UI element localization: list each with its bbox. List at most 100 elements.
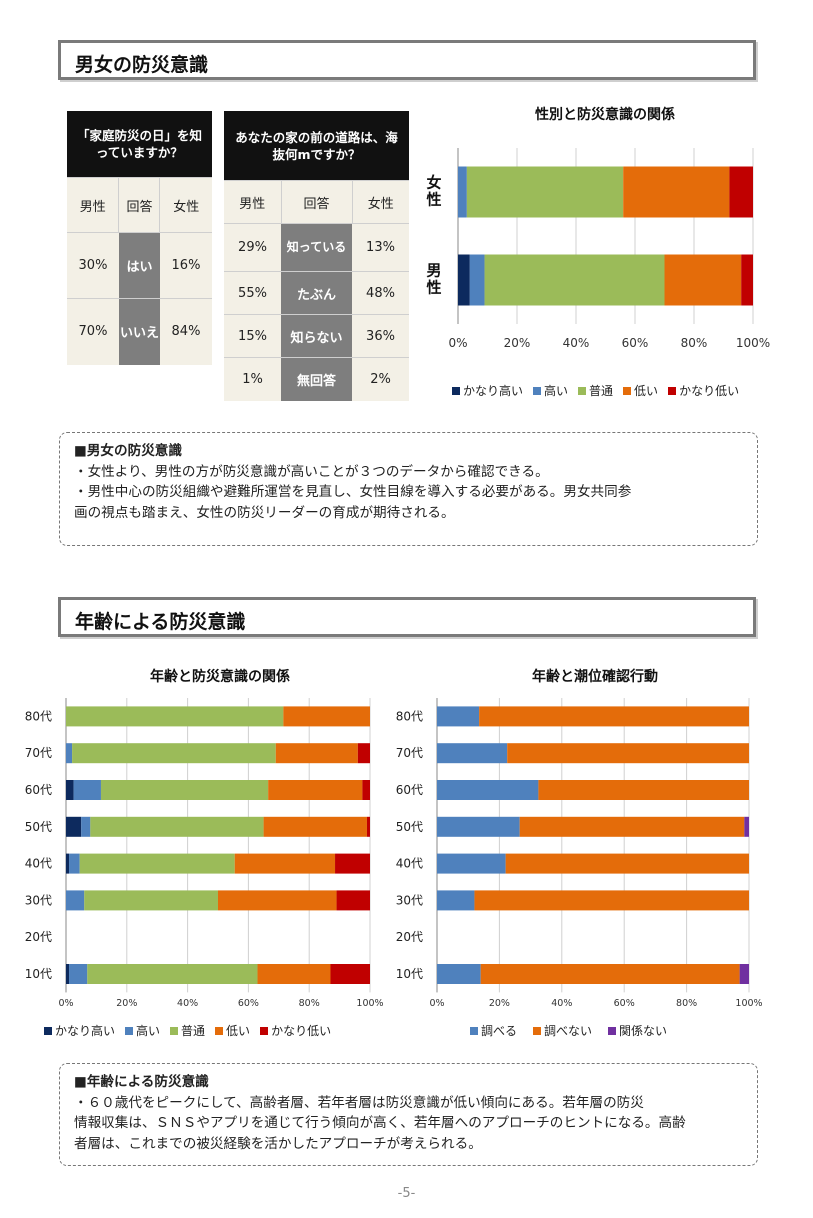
bar-segment — [66, 853, 70, 874]
legend-swatch — [215, 1026, 224, 1035]
bar-segment — [437, 706, 480, 727]
legend-item: 普通 — [578, 382, 613, 399]
col-male: 男性 — [67, 177, 119, 233]
x-tick-label: 20% — [116, 998, 137, 1009]
legend-swatch — [608, 1026, 617, 1035]
bar-segment — [519, 816, 745, 837]
category-label: 女 — [426, 174, 441, 192]
legend-item: 調べる — [470, 1022, 517, 1039]
category-label: 80代 — [25, 709, 52, 723]
bar-segment — [283, 706, 370, 727]
x-tick-label: 80% — [299, 998, 320, 1009]
legend-label: かなり高い — [55, 1024, 116, 1038]
category-label: 性 — [426, 191, 441, 209]
legend-item: かなり低い — [260, 1022, 331, 1039]
x-tick-label: 20% — [489, 998, 510, 1009]
bar-segment — [218, 890, 337, 911]
col-female: 女性 — [159, 177, 212, 233]
legend-item: 関係ない — [608, 1022, 667, 1039]
bar-segment — [90, 816, 264, 837]
bar-segment — [664, 254, 742, 306]
category-label: 30代 — [396, 893, 423, 907]
legend-item: 普通 — [170, 1022, 205, 1039]
category-label: 70代 — [396, 746, 423, 760]
awareness-table-disaster-day: 「家庭防災の日」を知っていますか？ 男性 回答 女性 30% はい 16% 70… — [67, 111, 212, 365]
col-answer: 回答 — [118, 177, 161, 233]
bar-segment — [234, 853, 336, 874]
legend-swatch — [260, 1026, 269, 1035]
table-header: 「家庭防災の日」を知っていますか？ — [67, 111, 212, 178]
bar-segment — [538, 780, 749, 800]
bar-segment — [268, 780, 363, 800]
col-male: 男性 — [224, 180, 281, 224]
female-value: 48% — [352, 271, 409, 315]
male-value: 29% — [224, 223, 281, 272]
category-label: 70代 — [25, 746, 52, 760]
bar-segment — [335, 853, 370, 874]
legend-label: 低い — [634, 384, 659, 398]
bar-segment — [466, 166, 624, 218]
bar-segment — [480, 964, 740, 984]
bar-segment — [362, 780, 370, 800]
bar-segment — [66, 706, 284, 727]
female-value: 13% — [352, 223, 409, 272]
bar-segment — [458, 254, 470, 306]
category-label: 男 — [426, 262, 441, 280]
note-line: 画の視点も踏まえ、女性の防災リーダーの育成が期待される。 — [74, 504, 455, 521]
legend-item: 低い — [215, 1022, 250, 1039]
category-label: 性 — [426, 279, 441, 297]
table-header: あなたの家の前の道路は、海抜何mですか？ — [224, 111, 409, 181]
note-title: ■年齢による防災意識 — [74, 1074, 209, 1090]
bar-segment — [69, 853, 80, 874]
male-value: 15% — [224, 314, 281, 358]
bar-segment — [437, 780, 539, 800]
bar-segment — [87, 964, 258, 984]
age-awareness-chart: 0% 20% 40% 60% 80% 100% 80代 70代 60代 50代 40代 30代 20代 1… — [25, 698, 384, 1009]
legend-swatch — [44, 1026, 52, 1035]
bar-segment — [484, 254, 665, 306]
bar-segment — [729, 166, 753, 218]
bar-segment — [437, 890, 475, 911]
note-box-gender: ■男女の防災意識 ・女性より、男性の方が防災意識が高いことが３つのデータから確認… — [59, 432, 758, 546]
bar-segment — [437, 743, 508, 764]
bar-segment — [66, 890, 85, 911]
bar-segment — [81, 816, 91, 837]
male-value: 55% — [224, 271, 281, 315]
note-line: ・男性中心の防災組織や避難所運営を見直し、女性目線を導入する必要がある。男女共同… — [74, 484, 632, 500]
x-tick-label: 60% — [614, 998, 635, 1009]
legend-swatch — [668, 386, 677, 395]
bar-segment — [458, 166, 467, 218]
female-value: 36% — [352, 314, 409, 358]
bar-segment — [744, 816, 749, 837]
x-tick-label: 40% — [563, 336, 590, 350]
category-label: 50代 — [25, 820, 52, 834]
legend-swatch — [470, 1026, 478, 1035]
legend-label: 高い — [136, 1024, 161, 1038]
legend-label: 高い — [544, 384, 569, 398]
x-tick-label: 40% — [551, 998, 572, 1009]
legend-label: かなり低い — [679, 384, 740, 398]
legend-swatch — [170, 1026, 179, 1035]
bar-segment — [66, 780, 74, 800]
note-line: ・女性より、男性の方が防災意識が高いことが３つのデータから確認できる。 — [74, 463, 549, 480]
section-heading-gender: 男女の防災意識 — [58, 40, 756, 80]
note-box-age: ■年齢による防災意識 ・６０歳代をピークにして、高齢者層、若年者層は防災意識が低… — [59, 1063, 758, 1166]
male-value: 70% — [67, 298, 119, 365]
chart-legend: 調べる 調べない 関係ない — [470, 1022, 667, 1039]
bar-segment — [437, 816, 520, 837]
category-label: 40代 — [25, 857, 52, 871]
bar-segment — [739, 964, 749, 984]
category-label: 10代 — [396, 967, 423, 981]
awareness-table-elevation: あなたの家の前の道路は、海抜何mですか？ 男性 回答 女性 29% 知っている … — [224, 111, 409, 401]
legend-label: 低い — [226, 1024, 251, 1038]
category-label: 20代 — [396, 930, 423, 944]
category-label: 10代 — [25, 967, 52, 981]
col-female: 女性 — [352, 180, 409, 224]
answer-label: はい — [118, 232, 160, 299]
bar-segment — [66, 743, 73, 764]
category-label: 50代 — [396, 820, 423, 834]
bar-segment — [66, 816, 82, 837]
legend-item: 低い — [623, 382, 658, 399]
legend-label: 関係ない — [619, 1024, 668, 1038]
answer-label: 無回答 — [281, 357, 352, 401]
